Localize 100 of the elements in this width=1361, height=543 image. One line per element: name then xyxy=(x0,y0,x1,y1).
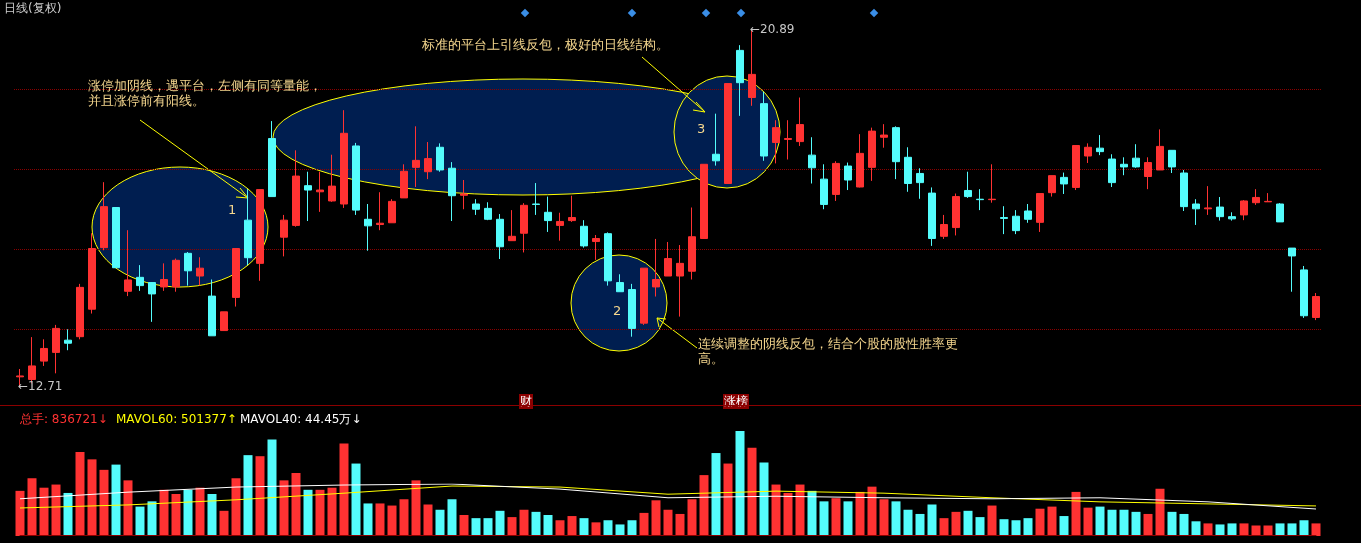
bar xyxy=(1239,523,1249,536)
bar xyxy=(1227,523,1237,536)
candlestick xyxy=(1180,169,1188,212)
bar xyxy=(375,503,385,536)
bar xyxy=(1143,513,1153,536)
bar xyxy=(1083,507,1093,536)
bar xyxy=(195,487,205,536)
bar xyxy=(651,500,661,536)
candlestick xyxy=(352,142,360,216)
candlestick xyxy=(244,188,252,266)
candlestick xyxy=(1120,156,1128,176)
candlestick xyxy=(508,209,516,242)
candlestick xyxy=(1024,203,1032,224)
candlestick xyxy=(760,91,768,162)
candlestick xyxy=(424,141,432,180)
candlestick xyxy=(328,154,336,203)
bar xyxy=(927,504,937,536)
candlestick xyxy=(100,181,108,251)
candlestick xyxy=(472,198,480,216)
candlestick xyxy=(988,163,996,204)
bar xyxy=(231,478,241,536)
bar xyxy=(99,469,109,536)
candlestick xyxy=(772,119,780,164)
annotation: 1 xyxy=(228,202,237,217)
candlestick xyxy=(568,195,576,223)
bar xyxy=(879,499,889,536)
bar xyxy=(75,452,85,536)
candlestick xyxy=(1264,192,1272,203)
bar xyxy=(795,484,805,536)
bar xyxy=(555,520,565,536)
candlestick xyxy=(952,193,960,236)
bar xyxy=(111,464,121,536)
bar xyxy=(183,489,193,536)
bar xyxy=(507,517,517,536)
candlestick xyxy=(448,161,456,222)
bar xyxy=(807,490,817,536)
candlestick xyxy=(1216,196,1224,222)
bar xyxy=(567,516,577,536)
bar xyxy=(543,515,553,536)
bar xyxy=(891,501,901,536)
candlestick xyxy=(808,136,816,184)
candlestick xyxy=(724,83,732,184)
bar xyxy=(171,494,181,536)
bar xyxy=(159,489,169,536)
candlestick xyxy=(892,125,900,180)
candlestick xyxy=(40,338,48,367)
candlestick xyxy=(304,171,312,222)
candlestick xyxy=(856,133,864,188)
candlestick xyxy=(784,119,792,160)
candlestick xyxy=(640,267,648,326)
candlestick xyxy=(1144,156,1152,190)
bar xyxy=(531,511,541,536)
candlestick xyxy=(904,146,912,193)
candlestick xyxy=(1288,247,1296,293)
bar xyxy=(1179,513,1189,536)
bar xyxy=(1011,520,1021,536)
bar xyxy=(423,504,433,536)
bar xyxy=(663,509,673,536)
bar xyxy=(903,509,913,536)
bar xyxy=(963,510,973,536)
candlestick xyxy=(280,214,288,257)
bar xyxy=(771,484,781,536)
candlestick xyxy=(1132,143,1140,169)
bar xyxy=(123,480,133,536)
bar xyxy=(39,487,49,536)
candlestick xyxy=(712,113,720,167)
bar xyxy=(63,492,73,536)
bar xyxy=(1131,511,1141,536)
candlestick xyxy=(796,97,804,147)
bar xyxy=(1167,511,1177,536)
candlestick xyxy=(1096,134,1104,156)
bar xyxy=(87,459,97,536)
bar xyxy=(363,503,373,536)
annotation: 2 xyxy=(613,303,622,318)
candlestick xyxy=(1204,185,1212,216)
bar xyxy=(435,509,445,536)
bar xyxy=(207,494,217,536)
bar xyxy=(291,473,301,536)
candlestick xyxy=(340,109,348,209)
bar xyxy=(51,484,61,536)
candlestick xyxy=(604,231,612,287)
bar xyxy=(1203,523,1213,536)
bar xyxy=(1287,523,1297,536)
candlestick xyxy=(400,163,408,199)
bar xyxy=(459,515,469,536)
candlestick xyxy=(700,163,708,239)
bar xyxy=(1095,506,1105,536)
bar xyxy=(327,487,337,536)
candlestick xyxy=(412,125,420,188)
candlestick xyxy=(172,258,180,293)
candlestick xyxy=(256,189,264,282)
candlestick xyxy=(616,273,624,293)
bar xyxy=(1275,523,1285,536)
bar xyxy=(723,463,733,536)
bar xyxy=(579,518,589,536)
candlestick xyxy=(1084,142,1092,164)
bar xyxy=(351,463,361,536)
bar xyxy=(27,478,37,536)
candlestick xyxy=(1012,209,1020,235)
bar xyxy=(975,517,985,536)
